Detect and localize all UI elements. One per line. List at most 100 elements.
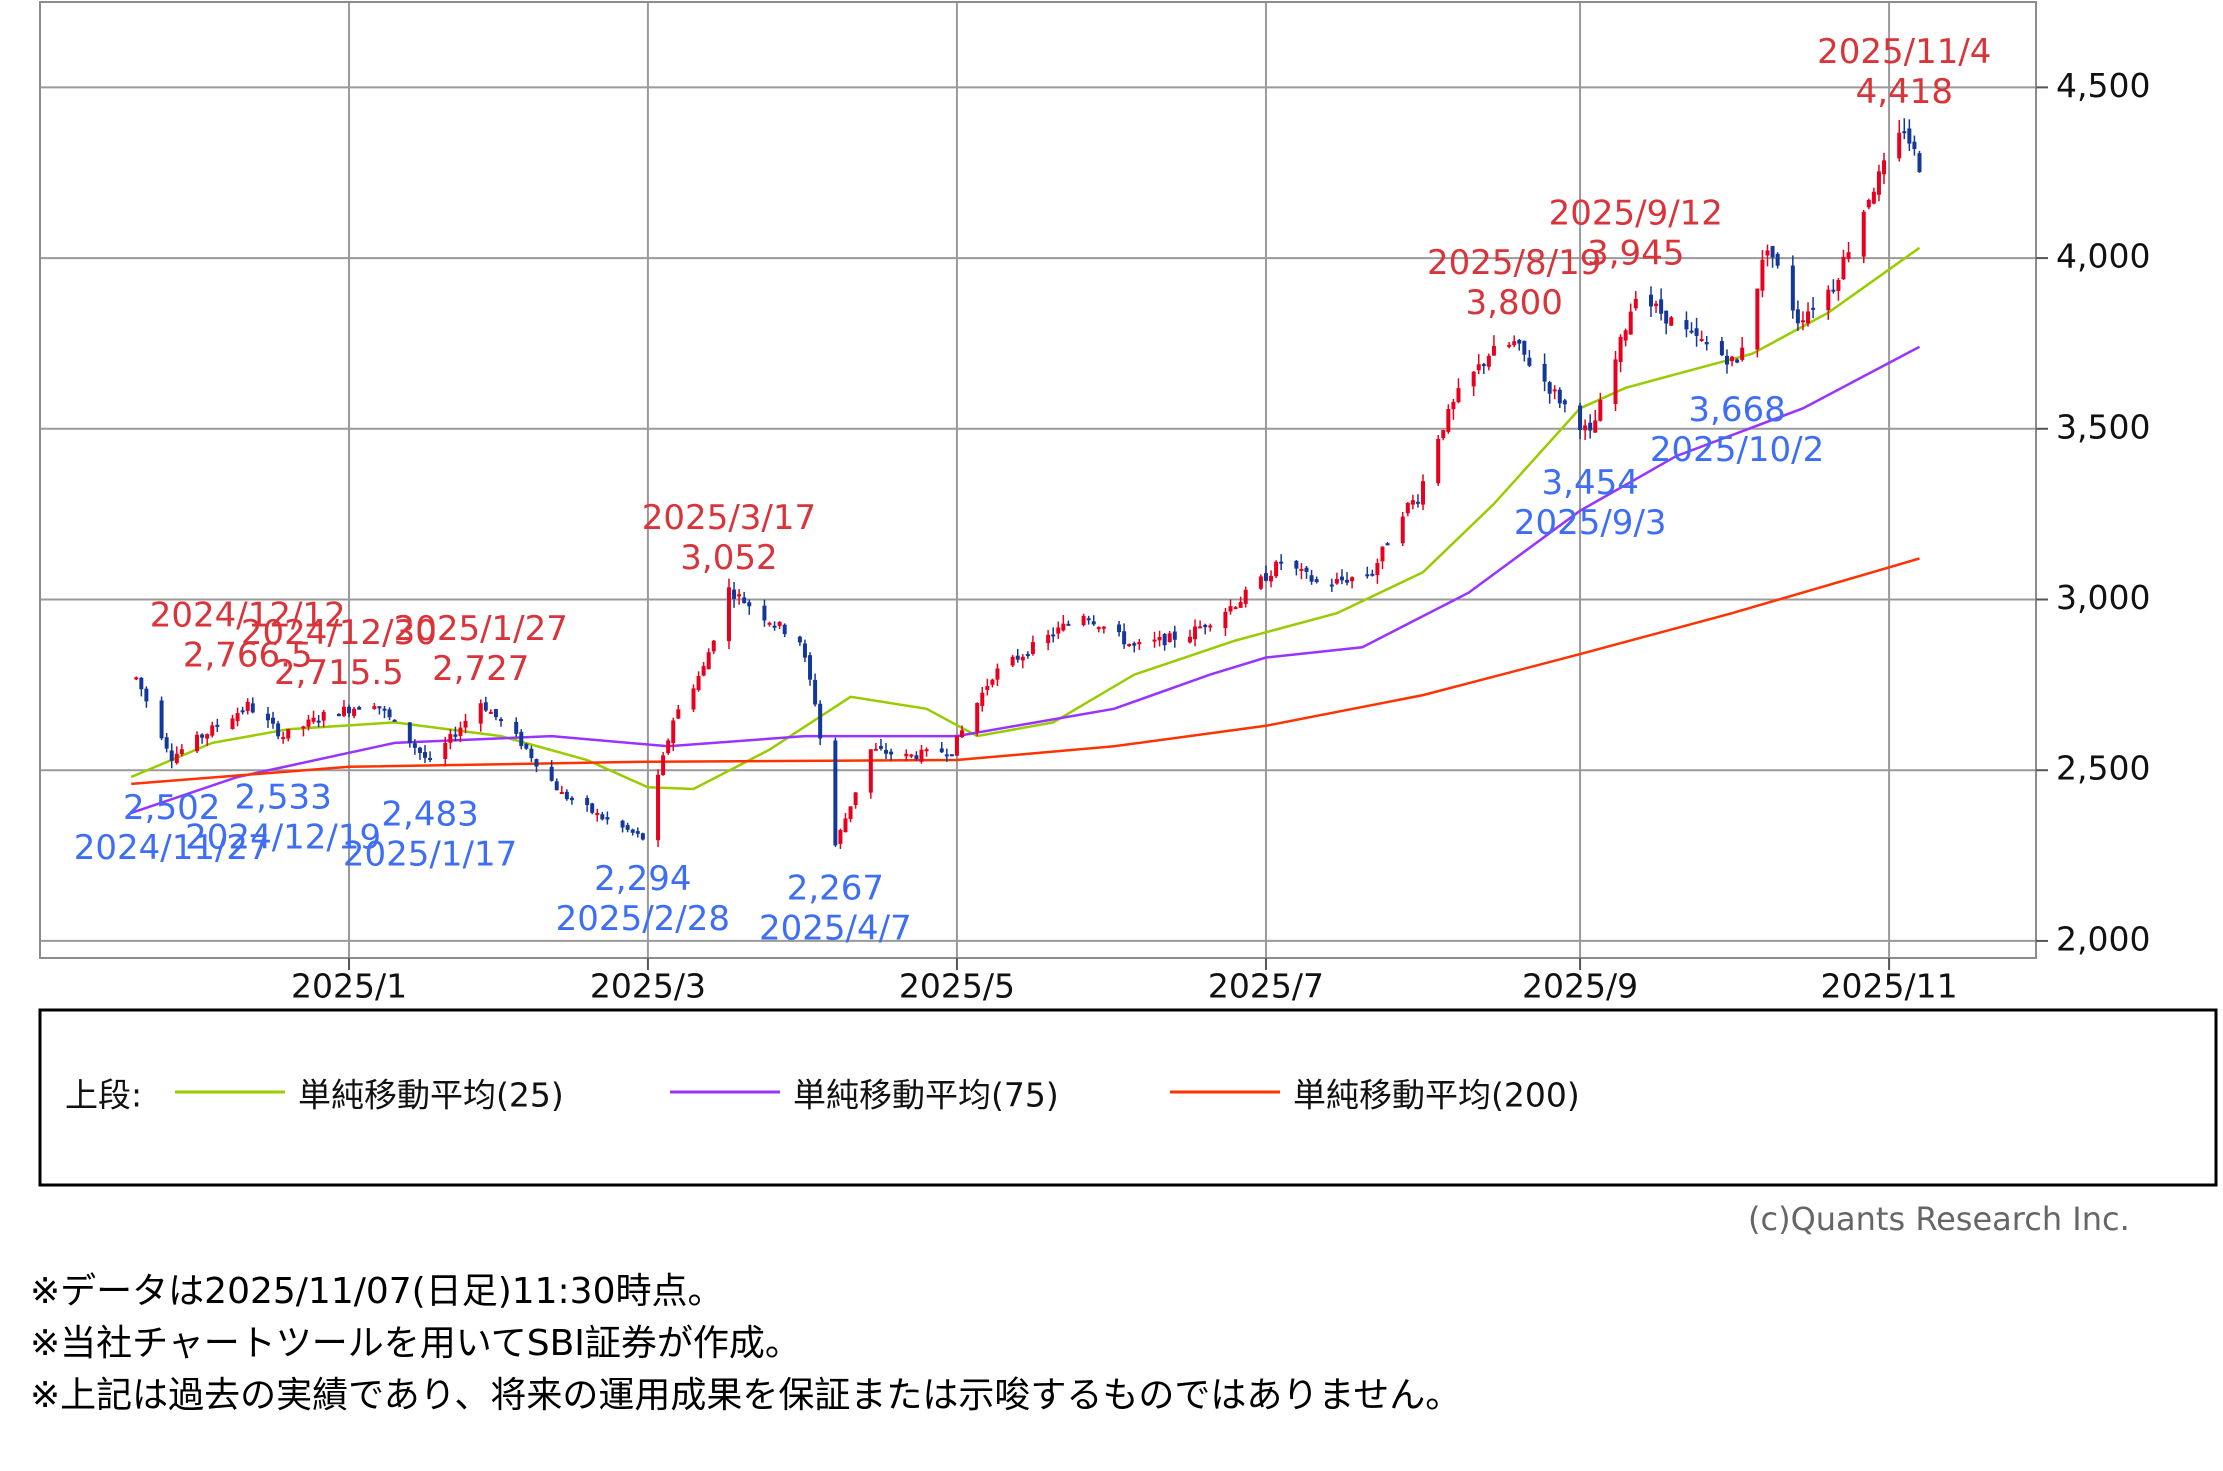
candle-body	[1522, 340, 1527, 355]
candle-body	[1547, 382, 1552, 394]
candle-body	[1345, 579, 1350, 583]
candle-body	[423, 752, 428, 758]
candle-body	[200, 734, 205, 738]
candle-body	[853, 792, 858, 806]
annotation-low-line2: 2025/9/3	[1514, 503, 1667, 543]
candle-body	[1704, 341, 1709, 345]
candle-body	[1380, 546, 1385, 562]
candle-body	[762, 605, 767, 621]
y-axis: 2,000 2,500 3,000 3,500 4,000 4,500	[2036, 66, 2150, 958]
candle-body	[625, 825, 630, 830]
candle-body	[620, 820, 625, 828]
candle-body	[782, 624, 787, 635]
candle-body	[1258, 576, 1263, 589]
y-tick-label: 4,500	[2056, 66, 2150, 105]
candle-body	[311, 717, 316, 722]
candle-body	[453, 734, 458, 737]
copyright-credit: (c)Quants Research Inc.	[1748, 1200, 2130, 1238]
candle-body	[1811, 307, 1816, 310]
candle-body	[159, 700, 164, 739]
annotation-high-line2: 3,800	[1466, 283, 1563, 323]
candle-body	[868, 749, 873, 793]
candle-body	[347, 706, 352, 714]
candle-body	[671, 720, 676, 744]
candle-body	[1314, 579, 1319, 583]
candle-body	[1101, 626, 1106, 629]
candle-body	[1421, 481, 1426, 505]
candle-body	[904, 753, 909, 757]
candle-body	[564, 791, 569, 800]
annotation-low-line1: 2,533	[234, 777, 331, 817]
ma-line-1	[130, 345, 1921, 815]
candle-body	[1243, 589, 1248, 604]
candle-body	[341, 706, 346, 716]
candle-body	[1861, 211, 1866, 257]
candle-body	[1370, 573, 1375, 576]
candle-body	[914, 755, 919, 759]
candle-body	[980, 692, 985, 706]
x-tick-label: 2025/11	[1821, 967, 1958, 1006]
candle-body	[1724, 355, 1729, 365]
legend: 上段: 単純移動平均(25) 単純移動平均(75) 単純移動平均(200)	[38, 1008, 2218, 1187]
candle-body	[666, 740, 671, 754]
candle-body	[443, 742, 448, 759]
candle-body	[985, 686, 990, 690]
note-source: ※当社チャートツールを用いてSBI証券が作成。	[30, 1323, 801, 1364]
x-tick-label: 2025/3	[590, 967, 706, 1006]
candle-body	[1400, 516, 1405, 544]
annotation-low-line2: 2025/1/17	[343, 835, 517, 875]
candle-body	[1917, 153, 1922, 173]
candle-body	[747, 602, 752, 607]
candle-body	[661, 755, 666, 776]
annotation-high-line1: 2024/12/30	[241, 613, 437, 653]
candle-body	[1902, 131, 1907, 134]
candle-body	[990, 679, 995, 685]
candle-body	[1096, 627, 1101, 630]
candle-body	[813, 679, 818, 705]
annotation-high-line2: 2,766.5	[183, 636, 313, 676]
candle-body	[316, 720, 321, 723]
candle-body	[1162, 633, 1167, 646]
candle-body	[833, 740, 838, 846]
candle-body	[1193, 626, 1198, 640]
candle-body	[1613, 359, 1618, 404]
candle-body	[909, 754, 914, 757]
candle-body	[1329, 584, 1334, 587]
candle-body	[919, 749, 924, 762]
candle-body	[286, 729, 291, 739]
candle-body	[1583, 425, 1588, 431]
candle-body	[271, 717, 276, 724]
candle-body	[873, 748, 878, 751]
candle-body	[1507, 344, 1512, 347]
candle-body	[1010, 656, 1015, 666]
candle-body	[1309, 575, 1314, 582]
annotation-low-line2: 2025/2/28	[556, 899, 730, 939]
candle-body	[1365, 574, 1370, 577]
y-tick-label: 2,000	[2056, 919, 2150, 958]
annotation-high-line2: 2,727	[432, 649, 529, 689]
candle-body	[706, 652, 711, 670]
high-low-annotations: 2024/12/122,766.52024/12/302,715.52025/1…	[74, 32, 1992, 948]
candle-body	[1410, 500, 1415, 505]
candle-body	[1684, 320, 1689, 330]
candle-body	[1897, 132, 1902, 159]
candle-body	[1689, 330, 1694, 333]
candle-body	[1664, 310, 1669, 324]
candle-body	[1598, 399, 1603, 421]
annotation-low-line1: 2,294	[594, 859, 691, 899]
candle-body	[1618, 336, 1623, 363]
candle-body	[352, 708, 357, 716]
candle-body	[230, 718, 235, 729]
candle-body	[995, 668, 1000, 680]
candle-body	[417, 747, 422, 753]
candle-body	[777, 621, 782, 626]
candle-body	[265, 713, 270, 721]
candle-body	[1061, 623, 1066, 631]
annotation-high-line1: 2025/9/12	[1549, 193, 1723, 233]
legend-box	[38, 1008, 2218, 1187]
candle-body	[1719, 341, 1724, 356]
candle-body	[1015, 655, 1020, 660]
candle-body	[939, 748, 944, 753]
candle-body	[1086, 618, 1091, 621]
candle-body	[1238, 602, 1243, 608]
